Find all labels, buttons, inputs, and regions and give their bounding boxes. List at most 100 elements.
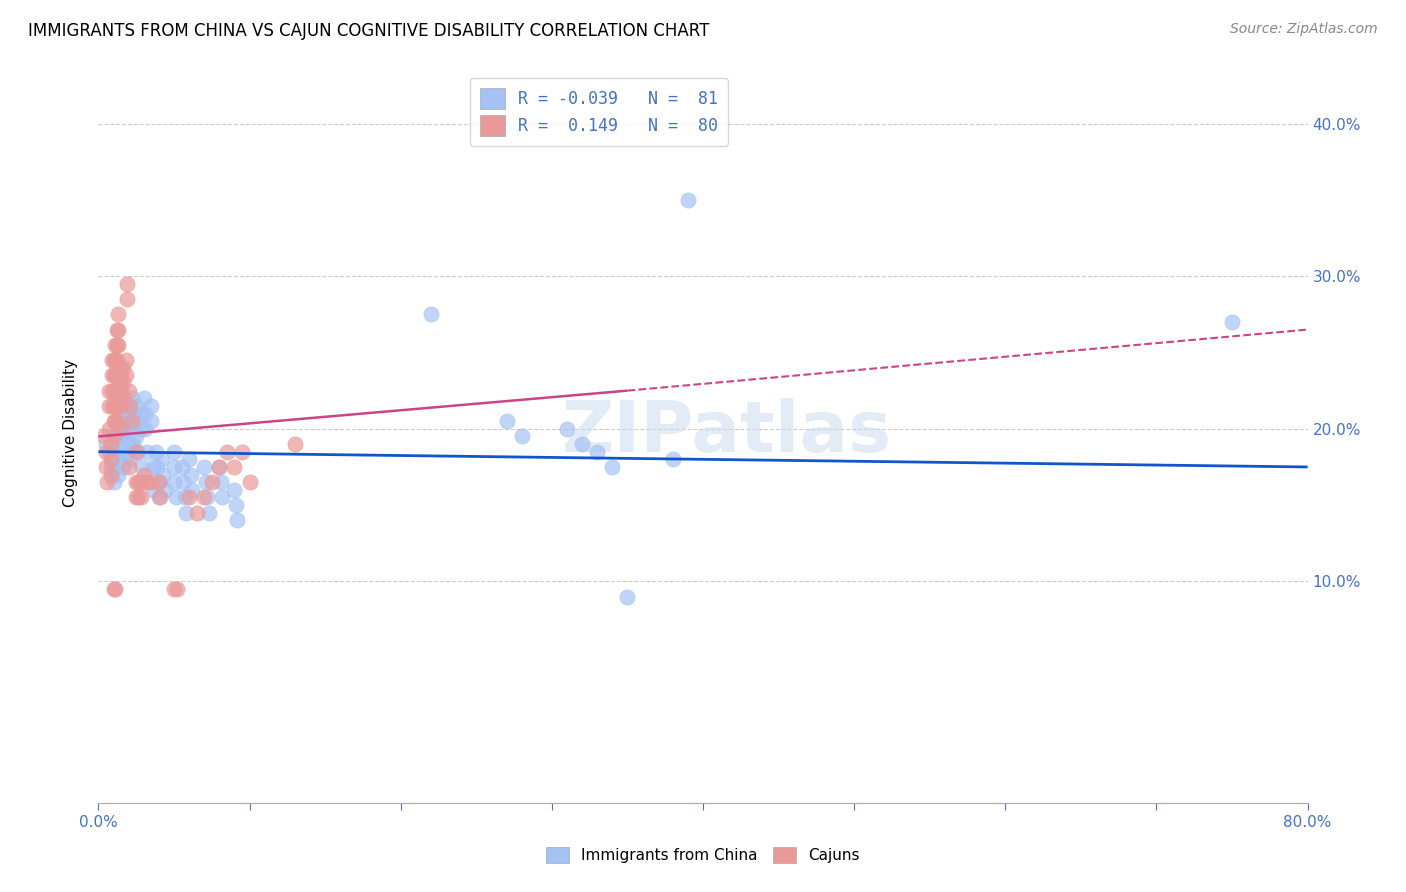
Point [120, 399, 142, 413]
Point [111, 376, 134, 390]
Point [150, 452, 173, 467]
Point [224, 460, 246, 475]
Point [211, 491, 233, 505]
Point [616, 590, 638, 604]
Point [114, 414, 136, 428]
Point [103, 368, 125, 383]
Point [121, 391, 143, 405]
Point [181, 483, 204, 497]
Point [110, 368, 132, 383]
Point [108, 391, 131, 405]
Point [107, 338, 129, 352]
Point [103, 429, 125, 443]
Point [661, 452, 683, 467]
Point [125, 475, 148, 490]
Point [146, 460, 169, 475]
Point [104, 399, 127, 413]
Point [141, 399, 163, 413]
Point [98, 444, 121, 458]
Point [163, 475, 186, 490]
Point [163, 444, 186, 458]
Point [103, 353, 125, 368]
Point [676, 193, 699, 207]
Point [131, 460, 153, 475]
Point [101, 452, 124, 467]
Point [125, 429, 148, 443]
Point [101, 353, 124, 368]
Point [121, 407, 143, 421]
Point [132, 467, 155, 482]
Point [104, 368, 127, 383]
Point [152, 467, 174, 482]
Point [105, 422, 128, 436]
Point [107, 467, 129, 482]
Point [148, 475, 170, 490]
Point [105, 368, 128, 383]
Point [111, 391, 134, 405]
Point [120, 452, 142, 467]
Point [134, 422, 156, 436]
Point [108, 360, 131, 375]
Point [100, 452, 122, 467]
Point [104, 338, 127, 352]
Point [110, 444, 132, 458]
Point [224, 483, 246, 497]
Point [166, 582, 188, 596]
Point [121, 422, 143, 436]
Point [231, 444, 253, 458]
Point [173, 491, 195, 505]
Point [101, 368, 124, 383]
Point [105, 452, 128, 467]
Point [110, 429, 132, 443]
Point [510, 429, 533, 443]
Point [284, 437, 307, 451]
Point [111, 460, 134, 475]
Point [208, 460, 231, 475]
Point [110, 422, 132, 436]
Point [142, 460, 165, 475]
Point [115, 444, 138, 458]
Point [105, 399, 128, 413]
Point [195, 491, 218, 505]
Point [215, 444, 238, 458]
Point [111, 360, 134, 375]
Point [114, 429, 136, 443]
Point [135, 444, 157, 458]
Point [93, 429, 115, 443]
Point [118, 437, 141, 451]
Point [127, 491, 149, 505]
Point [122, 437, 145, 451]
Point [103, 399, 125, 413]
Point [101, 399, 124, 413]
Point [107, 322, 129, 336]
Point [101, 384, 124, 398]
Point [555, 422, 578, 436]
Point [1220, 315, 1243, 329]
Point [105, 322, 128, 336]
Point [105, 384, 128, 398]
Point [118, 422, 141, 436]
Point [104, 353, 127, 368]
Point [103, 475, 125, 490]
Point [118, 384, 141, 398]
Point [115, 277, 138, 291]
Point [174, 506, 197, 520]
Point [103, 414, 125, 428]
Point [135, 475, 157, 490]
Point [127, 444, 149, 458]
Point [125, 444, 148, 458]
Point [571, 437, 593, 451]
Point [163, 582, 186, 596]
Point [96, 475, 118, 490]
Point [118, 460, 141, 475]
Point [110, 399, 132, 413]
Point [209, 475, 232, 490]
Point [602, 460, 624, 475]
Point [180, 467, 202, 482]
Point [134, 407, 156, 421]
Point [104, 582, 127, 596]
Point [193, 491, 215, 505]
Point [98, 399, 121, 413]
Point [98, 384, 121, 398]
Point [129, 407, 152, 421]
